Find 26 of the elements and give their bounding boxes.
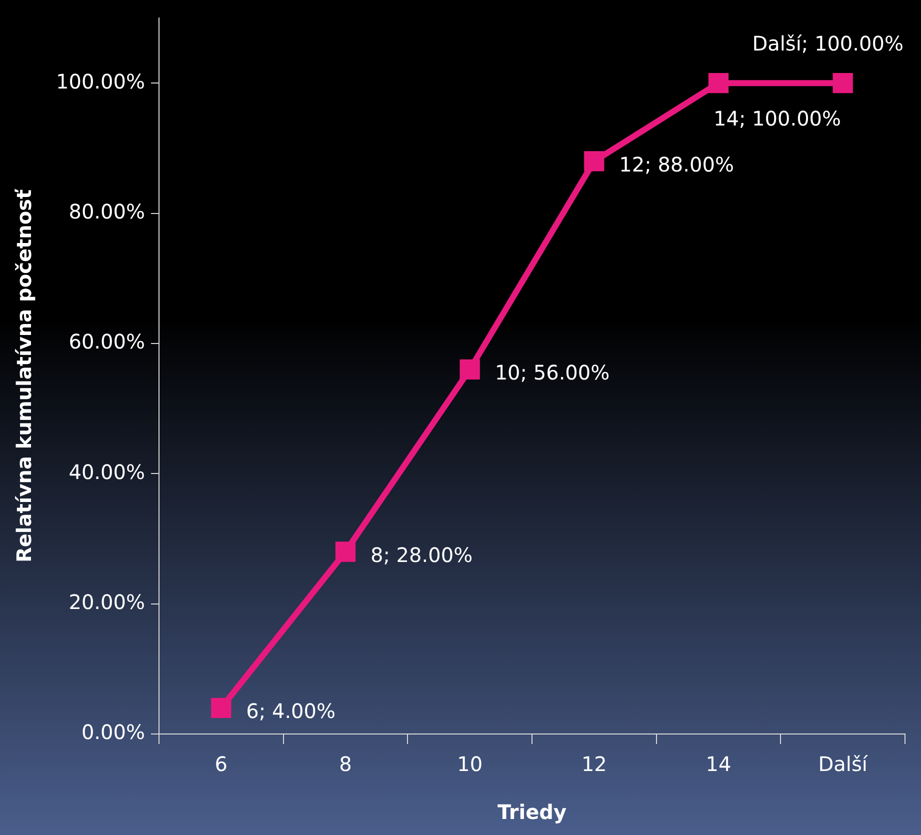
data-label: 12; 88.00% [619,152,734,176]
y-tick-label: 0.00% [81,720,145,744]
point [335,542,356,562]
y-tick-label: 80.00% [68,199,145,224]
x-axis-title: Triedy [497,800,567,824]
data-label: 8; 28.00% [370,542,473,567]
x-tick-label: Další [818,752,869,776]
y-tick-label: 100.00% [56,69,145,94]
y-tick-label: 60.00% [68,330,145,354]
point [708,73,729,94]
point [832,73,853,94]
x-tick-label: 14 [706,752,732,776]
data-label: 6; 4.00% [246,699,336,724]
data-label: 14; 100.00% [713,106,842,130]
data-label: Další; 100.00% [752,31,904,56]
data-label: 10; 56.00% [494,360,610,385]
y-tick-label: 40.00% [68,460,145,484]
x-tick-label: 10 [457,752,483,776]
point [211,698,232,718]
x-tick-label: 8 [339,752,352,776]
x-tick-label: 6 [214,752,228,776]
y-axis-title: Relatívna kumulatívna početnosť [12,188,36,563]
point [584,151,604,172]
x-tick-label: 12 [581,752,607,776]
point [460,359,480,380]
y-tick-label: 20.00% [68,590,145,614]
